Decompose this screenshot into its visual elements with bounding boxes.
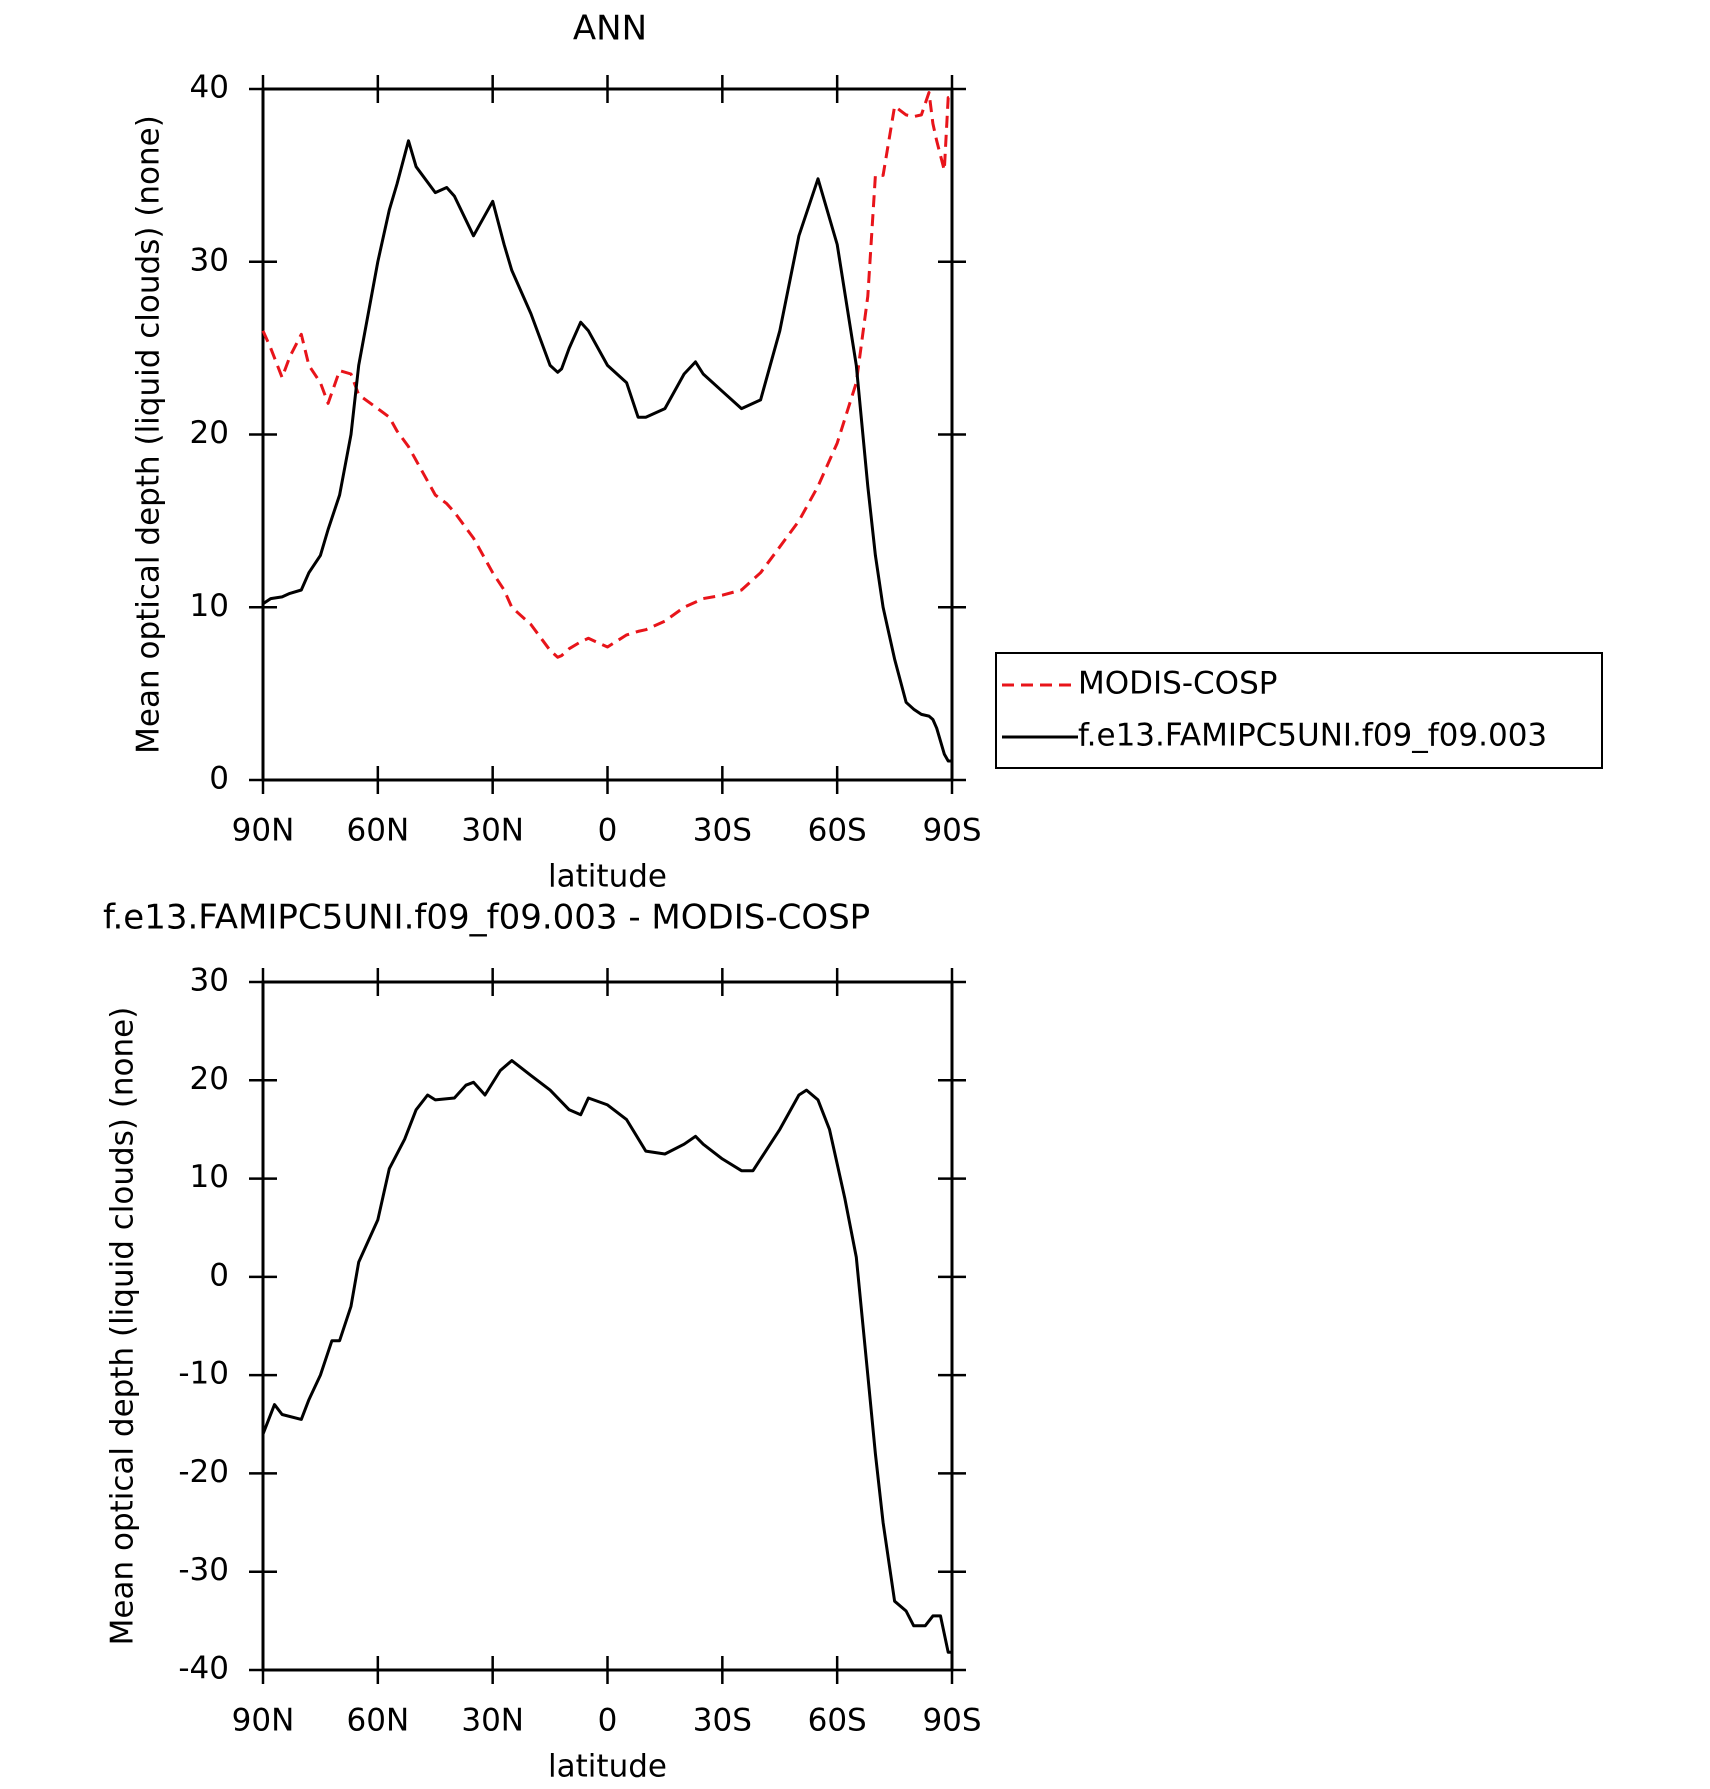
x-tick-label: 60N (347, 813, 410, 849)
y-axis-label: Mean optical depth (liquid clouds) (none… (105, 1007, 141, 1646)
y-tick-label: 20 (190, 1061, 229, 1097)
y-axis-label: Mean optical depth (liquid clouds) (none… (131, 115, 167, 754)
x-tick-label: 90S (922, 813, 981, 849)
x-tick-label: 90S (922, 1703, 981, 1739)
x-tick-label: 60S (808, 1703, 867, 1739)
y-tick-label: 10 (190, 588, 229, 624)
y-tick-label: 30 (190, 963, 229, 999)
data-line (262, 139, 952, 763)
x-axis-label: latitude (548, 1749, 667, 1785)
x-axis-label: latitude (548, 859, 667, 895)
y-tick-label: -10 (178, 1356, 229, 1392)
chart-title: ANN (573, 9, 647, 49)
chart-title: f.e13.FAMIPC5UNI.f09_f09.003 - MODIS-COS… (103, 898, 870, 938)
y-tick-label: 40 (190, 70, 229, 106)
plot-frame (261, 980, 954, 1672)
x-tick-label: 30S (693, 813, 752, 849)
y-tick-label: 10 (190, 1159, 229, 1195)
x-tick-label: 60N (347, 1703, 410, 1739)
y-tick-label: -20 (178, 1454, 229, 1490)
legend-label: MODIS-COSP (1078, 666, 1277, 702)
y-tick-label: -40 (178, 1651, 229, 1687)
x-tick-label: 60S (808, 813, 867, 849)
y-tick-label: 0 (209, 761, 229, 797)
data-line (261, 1059, 952, 1654)
x-tick-label: 0 (598, 813, 618, 849)
y-tick-label: 0 (209, 1257, 229, 1293)
plot-frame (261, 87, 954, 782)
y-tick-label: 30 (190, 242, 229, 278)
y-tick-label: 20 (190, 415, 229, 451)
legend-label: f.e13.FAMIPC5UNI.f09_f09.003 (1078, 718, 1547, 754)
x-tick-label: 90N (232, 813, 295, 849)
legend-box (995, 652, 1603, 769)
y-tick-label: -30 (178, 1552, 229, 1588)
x-tick-label: 30S (693, 1703, 752, 1739)
x-tick-label: 0 (598, 1703, 618, 1739)
x-tick-label: 90N (232, 1703, 295, 1739)
x-tick-label: 30N (461, 1703, 524, 1739)
x-tick-label: 30N (461, 813, 524, 849)
data-line (261, 91, 952, 659)
